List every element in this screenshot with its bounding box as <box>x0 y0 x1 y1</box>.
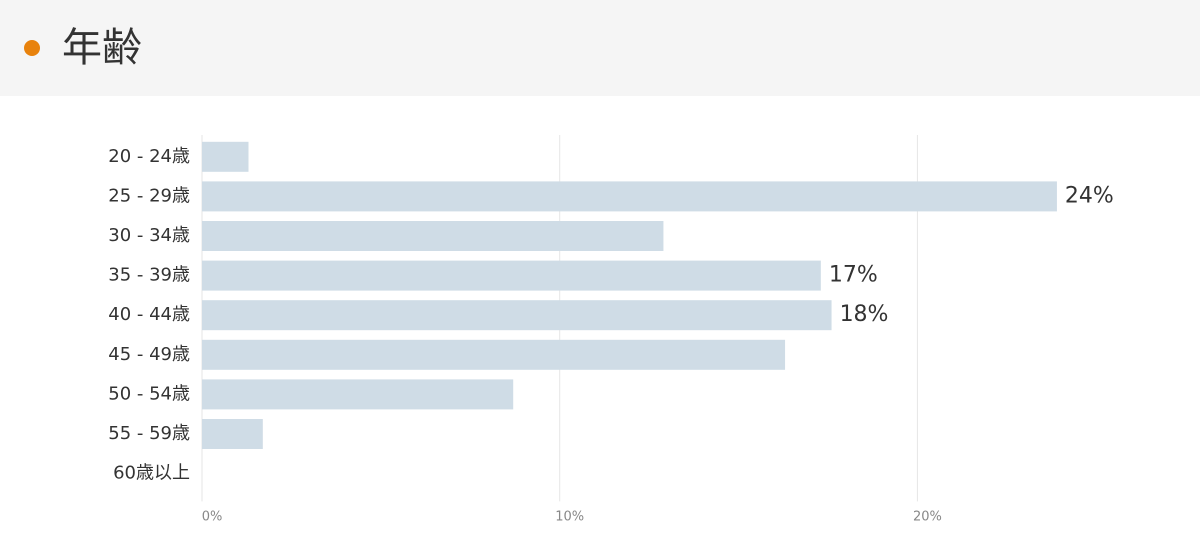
bar <box>202 419 263 449</box>
header-dot <box>24 40 40 56</box>
header-title: 年齢 <box>62 25 142 71</box>
bar <box>202 181 1057 212</box>
x-tick-label: 0% <box>202 510 223 525</box>
y-tick-label: 30 - 34歳 <box>108 225 190 246</box>
y-tick-label: 55 - 59歳 <box>108 423 190 444</box>
bar <box>202 141 249 172</box>
bar <box>202 300 832 331</box>
x-tick-label: 10% <box>555 510 584 525</box>
header-band <box>0 0 1200 96</box>
y-tick-label: 35 - 39歳 <box>108 265 190 286</box>
y-tick-label: 45 - 49歳 <box>108 344 190 365</box>
y-tick-label: 50 - 54歳 <box>108 383 190 404</box>
x-tick-label: 20% <box>913 510 942 525</box>
y-tick-label: 25 - 29歳 <box>108 185 190 206</box>
bar <box>202 339 786 370</box>
bar <box>202 260 821 291</box>
value-label: 24% <box>1065 183 1114 208</box>
y-tick-label: 60歳以上 <box>113 463 190 484</box>
y-tick-label: 20 - 24歳 <box>108 146 190 167</box>
value-label: 17% <box>829 263 878 288</box>
bar <box>202 221 664 251</box>
bar <box>202 379 514 410</box>
value-label: 18% <box>840 302 889 327</box>
y-tick-label: 40 - 44歳 <box>108 304 190 325</box>
